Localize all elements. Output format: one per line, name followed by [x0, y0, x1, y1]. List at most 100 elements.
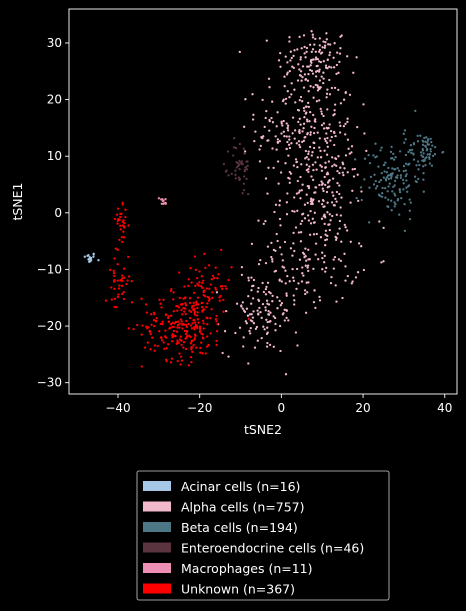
data-point: [188, 316, 192, 320]
data-point: [294, 158, 298, 161]
data-point: [240, 305, 243, 308]
data-point: [214, 266, 217, 269]
data-point: [323, 222, 326, 226]
data-point: [321, 251, 324, 254]
data-point: [196, 296, 200, 299]
data-point: [318, 299, 322, 302]
data-point: [204, 352, 207, 355]
data-point: [164, 335, 167, 338]
data-point: [149, 330, 152, 333]
data-point: [222, 310, 225, 313]
data-point: [120, 212, 123, 216]
data-point: [283, 240, 287, 244]
data-point: [232, 154, 235, 157]
data-point: [284, 373, 288, 376]
data-point: [201, 286, 204, 289]
data-point: [280, 302, 284, 305]
data-point: [314, 37, 317, 41]
data-point: [405, 179, 408, 182]
data-point: [288, 40, 291, 43]
data-point: [392, 185, 395, 189]
data-point: [178, 296, 182, 300]
data-point: [298, 189, 301, 192]
data-point: [299, 58, 302, 61]
data-point: [192, 344, 195, 347]
data-point: [222, 162, 226, 166]
data-point: [121, 220, 124, 223]
data-point: [339, 166, 342, 169]
data-point: [241, 301, 244, 304]
data-point: [242, 147, 246, 150]
data-point: [419, 134, 422, 137]
data-point: [200, 305, 204, 309]
data-point: [189, 324, 193, 327]
data-point: [121, 292, 124, 296]
data-point: [318, 146, 321, 149]
data-point: [338, 131, 342, 134]
data-point: [122, 297, 126, 301]
data-point: [323, 254, 326, 258]
series-4-points: [157, 197, 167, 205]
data-point: [296, 108, 300, 112]
data-point: [312, 168, 315, 172]
data-point: [398, 189, 401, 192]
data-point: [156, 344, 159, 348]
data-point: [430, 164, 434, 167]
data-point: [324, 270, 327, 273]
data-point: [221, 287, 224, 291]
data-point: [416, 134, 419, 138]
data-point: [153, 324, 156, 328]
data-point: [207, 264, 211, 267]
data-point: [262, 135, 265, 138]
data-point: [266, 326, 269, 329]
data-point: [404, 175, 407, 178]
data-point: [176, 339, 179, 342]
data-point: [257, 262, 261, 266]
data-point: [285, 309, 288, 312]
data-point: [311, 48, 315, 51]
data-point: [292, 242, 295, 245]
data-point: [394, 194, 397, 197]
data-point: [309, 222, 313, 225]
data-point: [380, 195, 384, 198]
data-point: [317, 258, 320, 261]
data-point: [407, 185, 410, 188]
data-point: [116, 219, 120, 222]
data-point: [309, 85, 312, 88]
data-point: [259, 258, 262, 262]
data-point: [141, 324, 144, 327]
data-point: [333, 103, 337, 106]
data-point: [113, 280, 116, 283]
y-tick-label: 30: [47, 36, 62, 50]
data-point: [303, 136, 306, 139]
data-point: [305, 155, 308, 159]
data-point: [296, 179, 299, 183]
data-point: [260, 336, 263, 340]
data-point: [327, 126, 330, 130]
data-point: [169, 323, 173, 326]
data-point: [303, 217, 307, 220]
data-point: [149, 332, 152, 336]
data-point: [181, 327, 184, 330]
data-point: [310, 154, 313, 157]
data-point: [195, 302, 198, 305]
data-point: [323, 149, 326, 152]
data-point: [326, 186, 329, 189]
data-point: [309, 64, 312, 67]
axes-frame: [68, 8, 458, 395]
data-point: [262, 290, 266, 294]
data-point: [276, 239, 279, 243]
data-point: [191, 350, 194, 353]
data-point: [264, 293, 268, 296]
data-point: [389, 150, 393, 154]
data-point: [259, 310, 262, 314]
data-point: [403, 129, 407, 132]
data-point: [307, 101, 310, 105]
data-point: [338, 184, 341, 187]
data-point: [356, 271, 360, 274]
data-point: [233, 137, 236, 140]
data-point: [225, 287, 228, 290]
data-point: [304, 78, 307, 81]
data-point: [162, 341, 165, 344]
data-point: [345, 229, 349, 232]
